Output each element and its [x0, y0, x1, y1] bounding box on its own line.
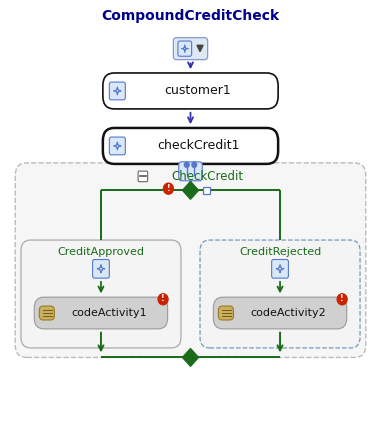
- FancyBboxPatch shape: [138, 171, 148, 182]
- Circle shape: [337, 294, 347, 305]
- Circle shape: [158, 294, 168, 305]
- FancyBboxPatch shape: [218, 306, 234, 320]
- FancyBboxPatch shape: [34, 297, 168, 329]
- Text: codeActivity2: codeActivity2: [251, 308, 326, 318]
- Text: codeActivity1: codeActivity1: [72, 308, 147, 318]
- FancyBboxPatch shape: [39, 306, 54, 320]
- FancyBboxPatch shape: [109, 82, 125, 100]
- Text: checkCredit1: checkCredit1: [157, 140, 239, 152]
- FancyBboxPatch shape: [200, 240, 360, 348]
- Polygon shape: [197, 45, 203, 52]
- Text: customer1: customer1: [165, 85, 232, 97]
- FancyBboxPatch shape: [109, 137, 125, 155]
- FancyBboxPatch shape: [173, 38, 208, 60]
- Circle shape: [163, 183, 173, 194]
- Polygon shape: [182, 349, 199, 366]
- Text: CreditRejected: CreditRejected: [239, 247, 321, 257]
- Circle shape: [184, 162, 189, 168]
- Circle shape: [192, 162, 197, 168]
- FancyBboxPatch shape: [179, 162, 202, 181]
- Text: CheckCredit: CheckCredit: [171, 170, 243, 183]
- FancyBboxPatch shape: [103, 128, 278, 164]
- Text: !: !: [340, 294, 344, 303]
- FancyBboxPatch shape: [203, 187, 210, 194]
- FancyBboxPatch shape: [213, 297, 347, 329]
- Text: CreditApproved: CreditApproved: [58, 247, 144, 257]
- FancyBboxPatch shape: [103, 73, 278, 109]
- Text: !: !: [166, 184, 170, 193]
- FancyBboxPatch shape: [272, 260, 288, 278]
- FancyBboxPatch shape: [93, 260, 109, 278]
- Text: !: !: [161, 294, 165, 303]
- Polygon shape: [182, 181, 199, 199]
- Text: CompoundCreditCheck: CompoundCreditCheck: [101, 8, 280, 23]
- FancyBboxPatch shape: [15, 163, 366, 357]
- FancyBboxPatch shape: [21, 240, 181, 348]
- FancyBboxPatch shape: [178, 41, 192, 56]
